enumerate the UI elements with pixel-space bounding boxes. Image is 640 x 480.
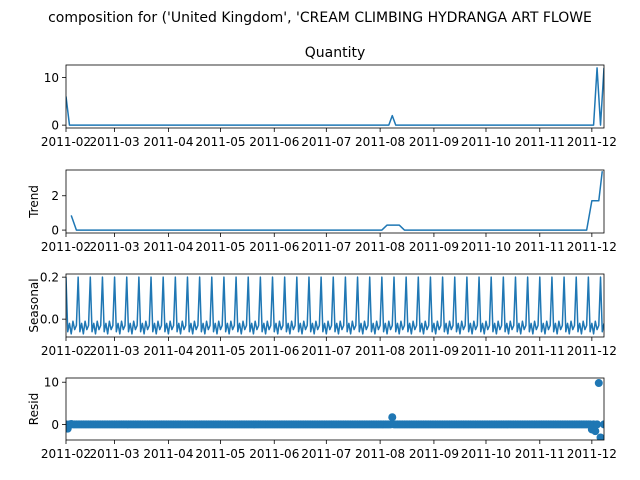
seasonal-series-line — [66, 276, 604, 335]
x-tick-label: 2011-07 — [301, 240, 351, 254]
x-tick-label: 2011-06 — [249, 135, 299, 149]
x-tick-label: 2011-09 — [409, 135, 459, 149]
x-tick-label: 2011-09 — [409, 240, 459, 254]
x-tick-label: 2011-05 — [195, 135, 245, 149]
observed-series-line — [66, 67, 604, 126]
resid-point — [388, 413, 397, 422]
y-axis-label: Trend — [27, 185, 41, 219]
y-tick-label: 10 — [44, 71, 59, 85]
panel-title: Quantity — [305, 45, 366, 61]
y-tick-label: 2 — [51, 189, 59, 203]
x-tick-label: 2011-06 — [249, 240, 299, 254]
x-tick-label: 2011-07 — [301, 447, 351, 461]
x-tick-label: 2011-11 — [515, 135, 565, 149]
x-tick-label: 2011-08 — [355, 240, 405, 254]
resid-point — [593, 420, 602, 429]
x-tick-label: 2011-10 — [461, 135, 511, 149]
x-tick-label: 2011-12 — [567, 135, 617, 149]
x-tick-label: 2011-03 — [90, 344, 140, 358]
x-tick-label: 2011-05 — [195, 447, 245, 461]
y-axis-label: Resid — [27, 393, 41, 425]
plot-area-trend — [70, 171, 604, 231]
trend-series-line — [70, 171, 604, 231]
x-tick-label: 2011-11 — [515, 344, 565, 358]
y-axis-label: Seasonal — [27, 278, 41, 332]
x-tick-label: 2011-12 — [567, 344, 617, 358]
x-tick-label: 2011-12 — [567, 240, 617, 254]
x-tick-label: 2011-10 — [461, 240, 511, 254]
y-tick-label: 0 — [51, 418, 59, 432]
figure-suptitle: composition for ('United Kingdom', 'CREA… — [48, 10, 592, 26]
x-tick-label: 2011-09 — [409, 344, 459, 358]
resid-point — [598, 434, 604, 440]
y-tick-label: 0.2 — [40, 271, 59, 285]
x-tick-label: 2011-07 — [301, 135, 351, 149]
x-tick-label: 2011-04 — [143, 135, 193, 149]
x-tick-label: 2011-08 — [355, 447, 405, 461]
axes-frame-observed — [65, 64, 605, 129]
axes-frame-trend — [65, 169, 605, 234]
x-tick-label: 2011-06 — [249, 447, 299, 461]
x-tick-label: 2011-09 — [409, 447, 459, 461]
x-tick-label: 2011-04 — [143, 240, 193, 254]
x-tick-label: 2011-05 — [195, 344, 245, 358]
x-tick-label: 2011-02 — [41, 344, 91, 358]
resid-point — [594, 379, 603, 388]
x-tick-label: 2011-06 — [249, 344, 299, 358]
x-tick-label: 2011-04 — [143, 447, 193, 461]
x-tick-label: 2011-03 — [90, 135, 140, 149]
x-tick-label: 2011-05 — [195, 240, 245, 254]
x-tick-label: 2011-02 — [41, 240, 91, 254]
x-tick-label: 2011-02 — [41, 447, 91, 461]
resid-point — [591, 427, 600, 436]
x-tick-label: 2011-10 — [461, 447, 511, 461]
x-tick-label: 2011-11 — [515, 447, 565, 461]
x-tick-label: 2011-11 — [515, 240, 565, 254]
axes-frame-resid — [65, 377, 605, 441]
y-tick-label: 0 — [51, 224, 59, 238]
plot-area-observed — [66, 67, 604, 126]
x-tick-label: 2011-03 — [90, 240, 140, 254]
plot-area-resid — [66, 379, 604, 440]
axes-frame-seasonal — [65, 273, 605, 338]
x-tick-label: 2011-07 — [301, 344, 351, 358]
x-tick-label: 2011-03 — [90, 447, 140, 461]
resid-point — [600, 420, 604, 429]
x-tick-label: 2011-04 — [143, 344, 193, 358]
y-tick-label: 0.0 — [40, 313, 59, 327]
x-tick-label: 2011-08 — [355, 135, 405, 149]
y-tick-label: 10 — [44, 376, 59, 390]
plot-area-seasonal — [66, 276, 604, 335]
y-tick-label: 0 — [51, 119, 59, 133]
x-tick-label: 2011-12 — [567, 447, 617, 461]
x-tick-label: 2011-08 — [355, 344, 405, 358]
x-tick-label: 2011-02 — [41, 135, 91, 149]
x-tick-label: 2011-10 — [461, 344, 511, 358]
